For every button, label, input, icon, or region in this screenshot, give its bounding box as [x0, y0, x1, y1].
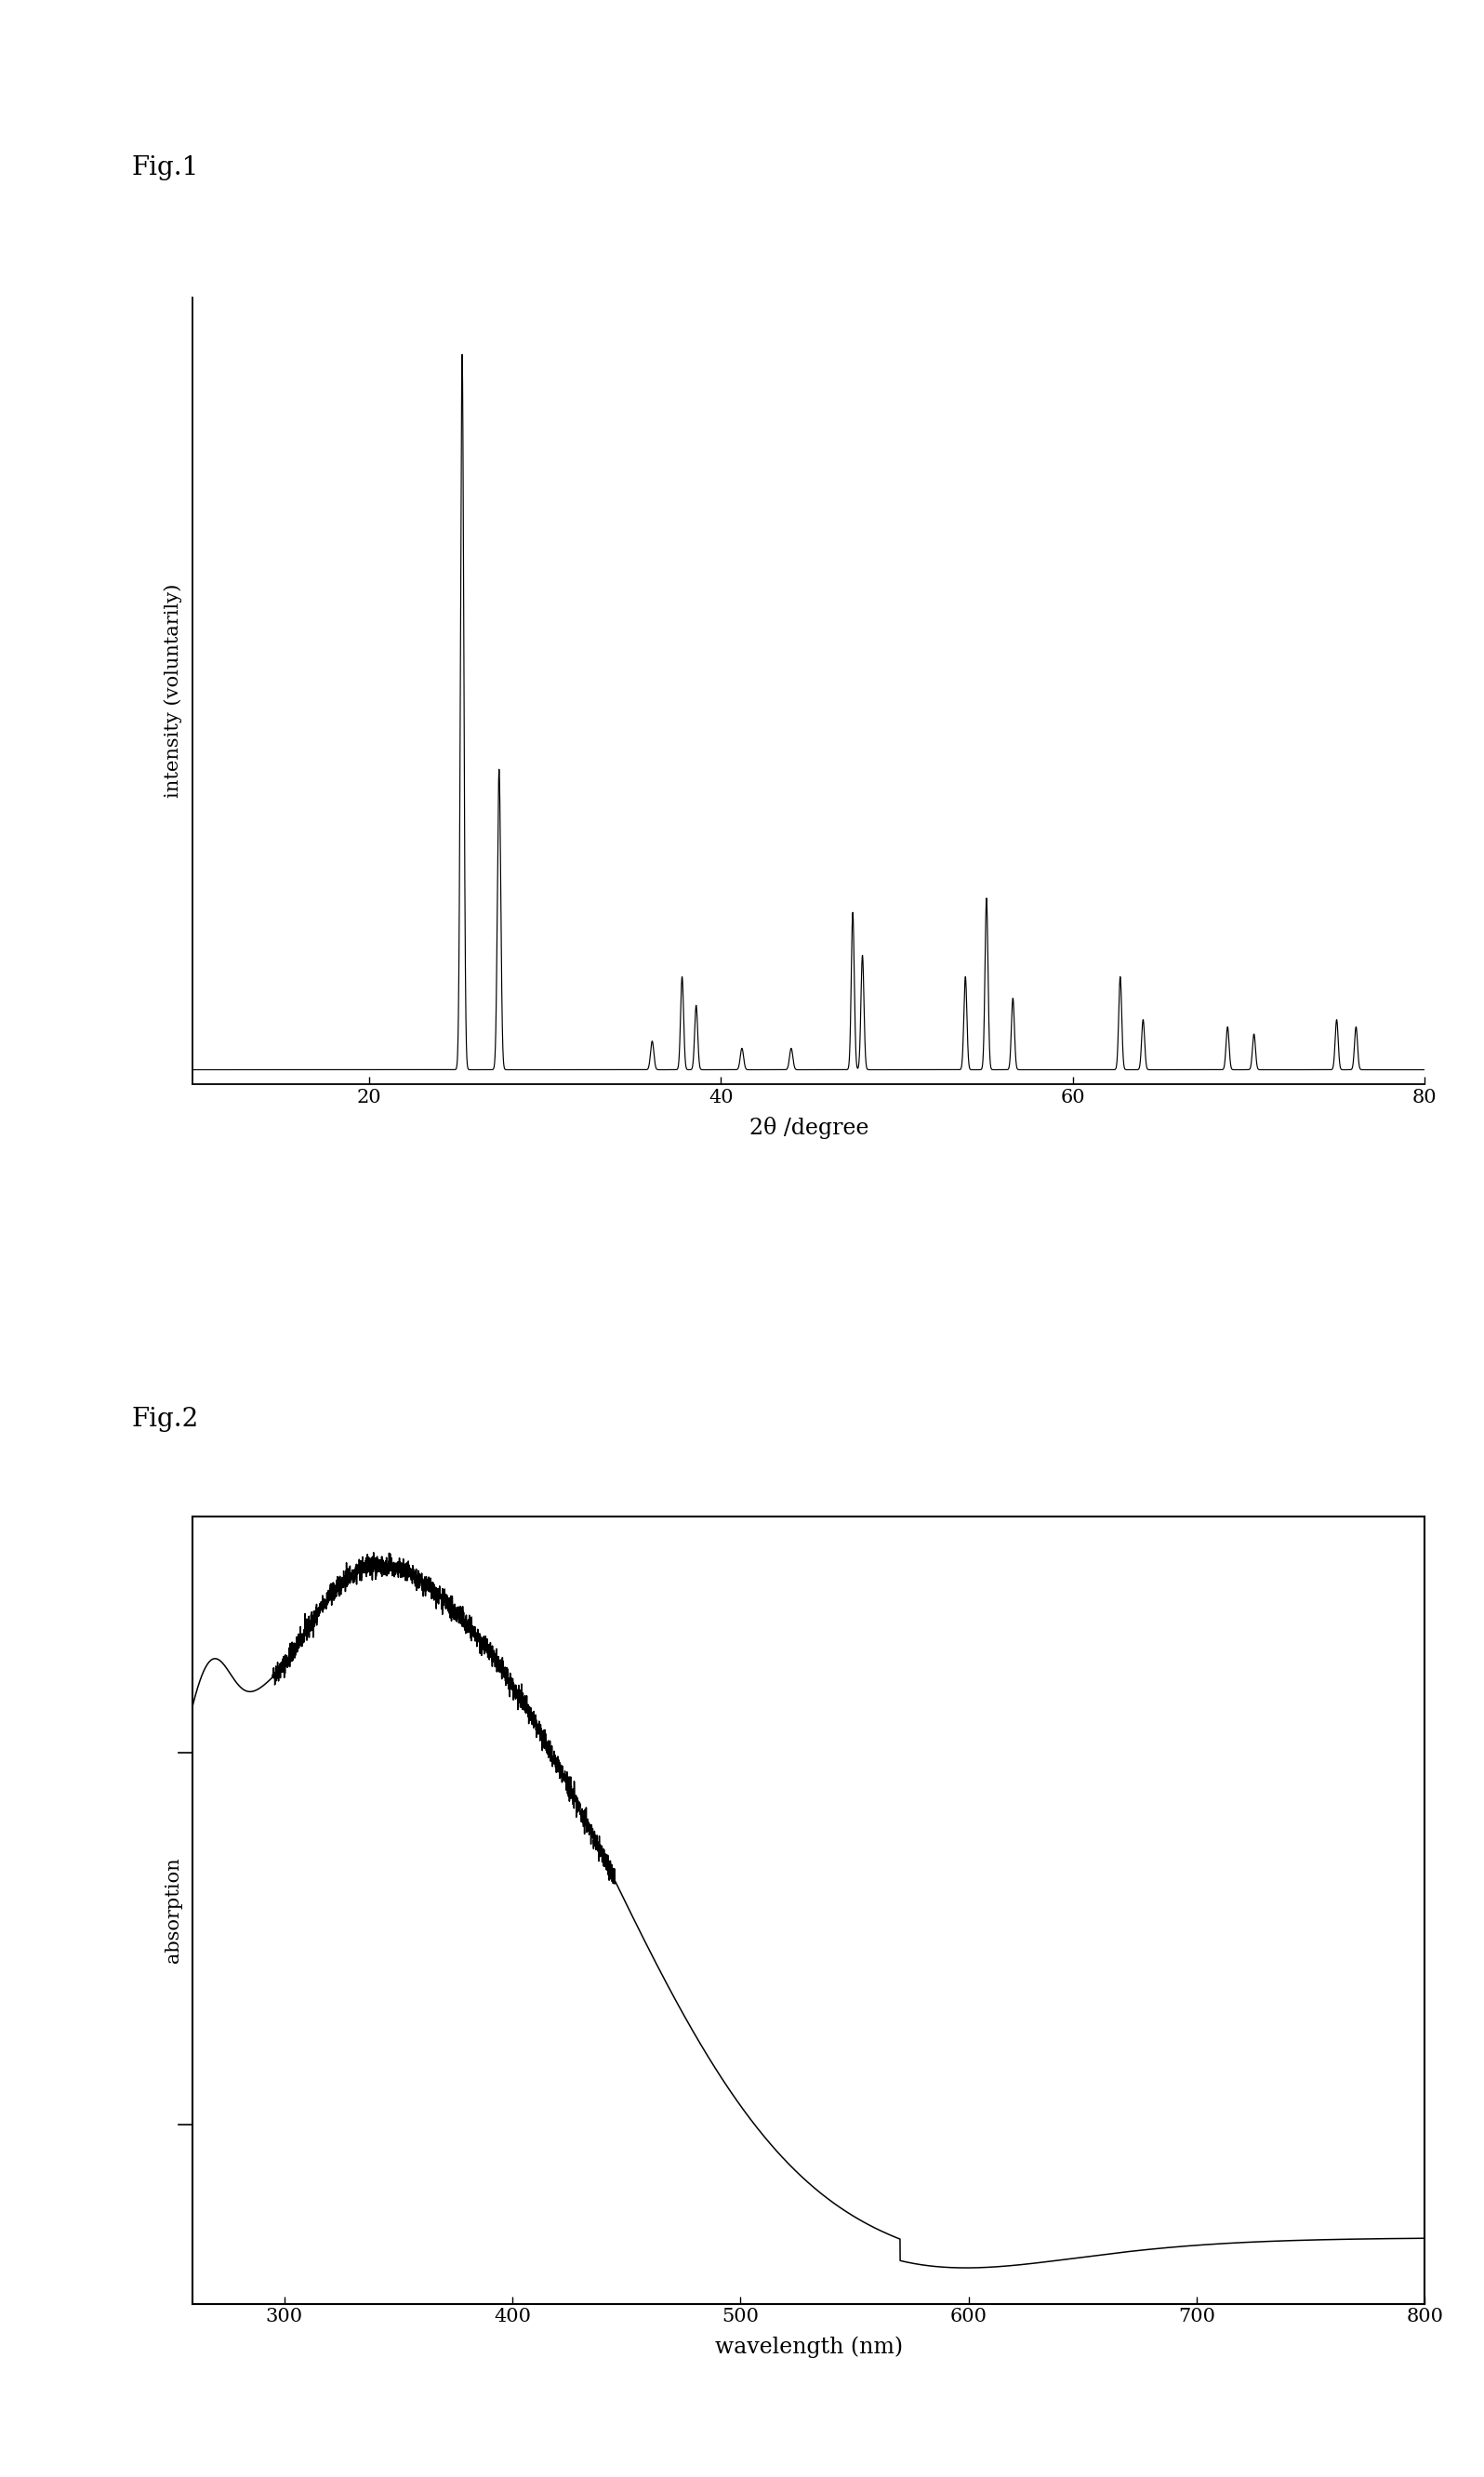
X-axis label: 2θ /degree: 2θ /degree [749, 1117, 868, 1139]
Y-axis label: absorption: absorption [165, 1858, 183, 1964]
Text: Fig.2: Fig.2 [132, 1407, 199, 1432]
Y-axis label: intensity (voluntarily): intensity (voluntarily) [165, 585, 183, 798]
X-axis label: wavelength (nm): wavelength (nm) [715, 2336, 902, 2358]
Text: Fig.1: Fig.1 [132, 156, 199, 181]
